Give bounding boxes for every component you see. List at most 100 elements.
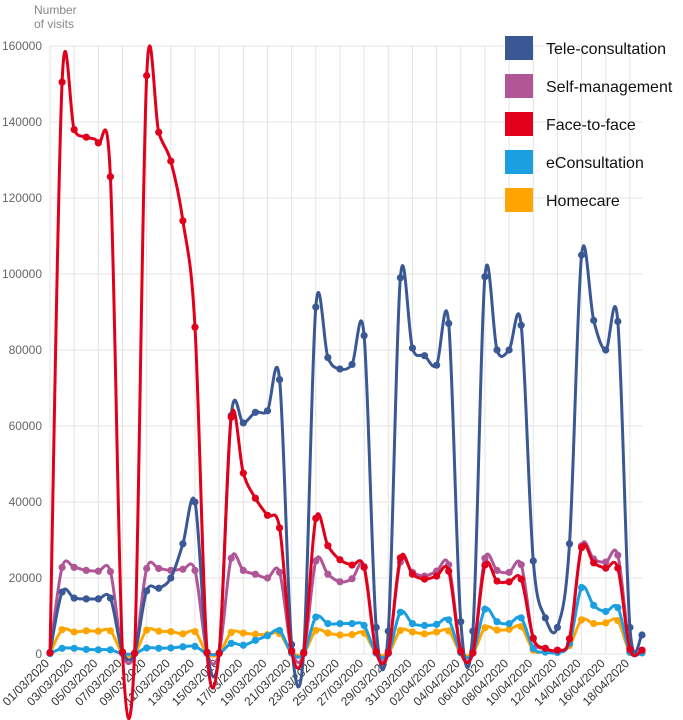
y-tick-label: 120000 — [2, 191, 42, 205]
legend-swatch — [505, 74, 533, 98]
data-point-face-to-face — [191, 323, 199, 331]
data-point-self-management — [602, 558, 610, 566]
legend-label: eConsultation — [546, 155, 644, 172]
data-point-face-to-face — [70, 126, 78, 134]
data-point-econsultation — [336, 620, 344, 628]
data-point-econsultation — [143, 644, 151, 652]
data-point-homecare — [336, 631, 344, 639]
data-point-self-management — [336, 578, 344, 586]
data-point-econsultation — [167, 644, 175, 652]
data-point-face-to-face — [179, 217, 187, 225]
data-point-self-management — [251, 570, 259, 578]
data-point-tele-consultation — [251, 408, 259, 416]
data-point-self-management — [106, 567, 115, 576]
y-axis-label: Number — [34, 3, 77, 17]
legend-item-homecare[interactable]: Homecare — [505, 188, 620, 212]
data-point-econsultation — [433, 620, 441, 628]
data-point-tele-consultation — [517, 321, 525, 329]
y-tick-label: 100000 — [2, 267, 42, 281]
data-point-tele-consultation — [445, 319, 453, 327]
data-point-econsultation — [239, 641, 247, 649]
data-point-econsultation — [602, 607, 610, 616]
data-point-face-to-face — [408, 570, 417, 578]
data-point-tele-consultation — [312, 303, 320, 311]
data-point-homecare — [167, 627, 175, 636]
data-point-tele-consultation — [602, 346, 610, 354]
data-point-face-to-face — [433, 572, 441, 580]
data-point-homecare — [312, 626, 320, 635]
data-point-face-to-face — [239, 469, 247, 477]
data-point-econsultation — [312, 613, 320, 621]
data-point-face-to-face — [602, 564, 610, 572]
data-point-econsultation — [396, 608, 404, 616]
data-point-econsultation — [517, 614, 525, 622]
legend-swatch — [505, 112, 533, 136]
legend-item-tele-consultation[interactable]: Tele-consultation — [505, 36, 666, 60]
data-point-face-to-face — [155, 128, 163, 136]
data-point-econsultation — [155, 644, 163, 652]
axis-layer: 0 20000 40000 60000 80000 100000 120000 140000 1… — [0, 3, 632, 709]
data-point-econsultation — [191, 642, 199, 651]
legend[interactable]: Tele-consultation Self-management Face-to-… — [505, 36, 673, 212]
data-point-self-management — [263, 574, 272, 582]
data-point-econsultation — [590, 601, 598, 609]
data-point-face-to-face — [336, 556, 344, 564]
legend-swatch — [505, 36, 533, 60]
data-point-homecare — [155, 627, 163, 635]
legend-item-self-management[interactable]: Self-management — [505, 74, 673, 98]
data-point-face-to-face — [58, 78, 66, 86]
data-point-self-management — [614, 551, 622, 559]
data-point-homecare — [433, 628, 441, 636]
data-point-face-to-face — [505, 578, 513, 586]
data-point-econsultation — [614, 604, 622, 612]
data-point-homecare — [143, 626, 151, 634]
data-point-homecare — [58, 626, 66, 634]
data-point-econsultation — [227, 639, 235, 647]
legend-swatch — [505, 188, 533, 212]
data-point-tele-consultation — [541, 614, 549, 622]
data-point-homecare — [602, 619, 610, 627]
data-point-face-to-face — [118, 648, 127, 656]
data-point-tele-consultation — [275, 376, 284, 384]
data-point-homecare — [408, 628, 417, 636]
data-point-homecare — [251, 630, 259, 638]
data-point-tele-consultation — [191, 498, 199, 506]
data-point-econsultation — [481, 605, 489, 613]
data-point-tele-consultation — [372, 623, 380, 632]
data-point-self-management — [348, 575, 356, 583]
data-point-tele-consultation — [529, 557, 537, 565]
data-point-tele-consultation — [433, 361, 441, 369]
series-face-to-face — [46, 44, 646, 720]
data-point-econsultation — [94, 646, 102, 654]
data-point-face-to-face — [348, 561, 356, 569]
data-point-econsultation — [360, 621, 368, 630]
data-point-face-to-face — [227, 413, 235, 421]
y-axis-label: of visits — [34, 17, 74, 31]
data-point-face-to-face — [46, 649, 54, 657]
series-line-tele-consultation — [48, 244, 644, 689]
data-point-self-management — [239, 566, 247, 575]
legend-item-face-to-face[interactable]: Face-to-face — [505, 112, 636, 136]
data-point-tele-consultation — [94, 595, 102, 603]
data-point-self-management — [179, 565, 187, 573]
data-point-face-to-face — [384, 649, 392, 657]
data-point-self-management — [155, 564, 163, 573]
data-point-tele-consultation — [324, 354, 332, 362]
y-tick-label: 40000 — [9, 495, 43, 509]
data-point-homecare — [577, 616, 586, 624]
data-point-tele-consultation — [420, 352, 429, 360]
data-point-face-to-face — [312, 514, 320, 522]
data-point-homecare — [590, 620, 598, 628]
data-point-face-to-face — [481, 561, 489, 569]
data-point-face-to-face — [493, 577, 501, 585]
data-point-self-management — [82, 566, 90, 575]
data-point-face-to-face — [300, 649, 308, 657]
data-point-homecare — [239, 629, 247, 637]
legend-item-econsultation[interactable]: eConsultation — [505, 150, 644, 174]
data-point-tele-consultation — [590, 316, 598, 324]
data-point-face-to-face — [396, 554, 404, 562]
data-point-homecare — [324, 629, 332, 637]
data-point-tele-consultation — [263, 407, 272, 415]
data-point-homecare — [614, 616, 622, 625]
